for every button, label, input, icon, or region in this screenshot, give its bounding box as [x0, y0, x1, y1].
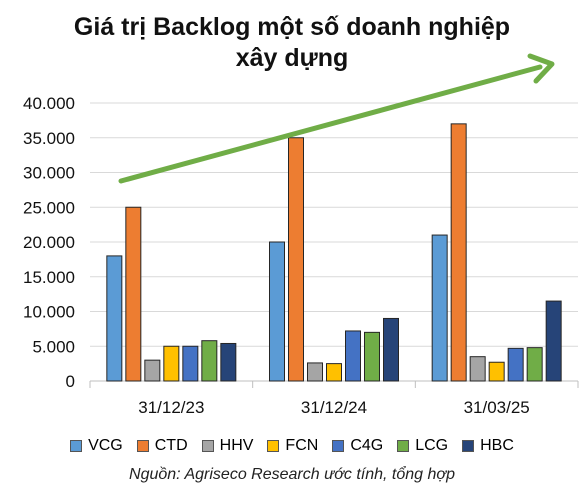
bar-ctd: [125, 206, 142, 382]
bar-c4g: [507, 347, 524, 382]
legend-swatch: [70, 440, 83, 452]
chart-title-line-1: Giá trị Backlog một số doanh nghiệp: [73, 13, 511, 41]
legend-swatch: [136, 440, 149, 452]
x-tick-label: 31/12/23: [138, 398, 204, 417]
legend-label: HHV: [219, 437, 254, 454]
legend-swatch: [201, 440, 214, 452]
legend-swatch: [267, 440, 280, 452]
y-tick-label: 5.000: [32, 337, 75, 356]
legend-label: C4G: [350, 437, 384, 454]
bar-lcg: [364, 331, 380, 382]
bar-lcg: [201, 340, 218, 382]
bar-vcg: [269, 241, 285, 382]
trend-arrow-head: [527, 53, 555, 84]
bar-fcn: [163, 345, 180, 382]
source-note: Nguồn: Agriseco Research ước tính, tổng …: [129, 466, 455, 483]
legend: VCG CTD HHV FCN C4G LCG HBC: [0, 437, 584, 455]
y-tick-label: 20.000: [23, 233, 75, 252]
bar-c4g: [182, 345, 199, 382]
y-tick-label: 40.000: [23, 94, 75, 113]
y-tick-label: 30.000: [23, 164, 75, 183]
y-tick-label: 35.000: [23, 129, 75, 148]
bar-vcg: [106, 255, 123, 382]
trend-arrow-line: [118, 64, 543, 184]
legend-item-fcn: FCN: [267, 437, 318, 455]
bar-ctd: [288, 137, 304, 382]
chart-title: Giá trị Backlog một số doanh nghiệp xây …: [0, 12, 584, 74]
legend-label: FCN: [285, 437, 319, 454]
bar-hbc: [545, 300, 562, 382]
legend-swatch: [332, 440, 345, 452]
y-tick-label: 0: [66, 372, 75, 391]
legend-label: LCG: [415, 437, 449, 454]
bar-c4g: [345, 330, 361, 382]
y-tick-label: 25.000: [23, 198, 75, 217]
bar-vcg: [431, 234, 448, 382]
chart-title-line-2: xây dựng: [235, 44, 349, 72]
legend-item-lcg: LCG: [397, 437, 448, 455]
bar-ctd: [450, 123, 467, 382]
bar-fcn: [488, 361, 505, 382]
legend-item-c4g: C4G: [332, 437, 383, 455]
bar-hhv: [469, 356, 486, 382]
y-tick-label: 15.000: [23, 268, 75, 287]
x-tick-label: 31/03/25: [464, 398, 530, 417]
x-tick-label: 31/12/24: [301, 398, 367, 417]
bar-hbc: [383, 317, 399, 382]
bar-fcn: [326, 363, 342, 382]
legend-label: HBC: [480, 437, 514, 454]
legend-item-ctd: CTD: [136, 437, 188, 455]
legend-label: CTD: [154, 437, 188, 454]
legend-label: VCG: [88, 437, 123, 454]
legend-swatch: [462, 440, 475, 452]
bar-hhv: [307, 362, 323, 382]
legend-item-hbc: HBC: [462, 437, 514, 455]
legend-item-vcg: VCG: [70, 437, 123, 455]
bar-hhv: [144, 359, 161, 382]
legend-item-hhv: HHV: [201, 437, 254, 455]
y-tick-label: 10.000: [23, 303, 75, 322]
bar-lcg: [526, 347, 543, 382]
bar-hbc: [220, 342, 237, 382]
legend-swatch: [397, 440, 410, 452]
